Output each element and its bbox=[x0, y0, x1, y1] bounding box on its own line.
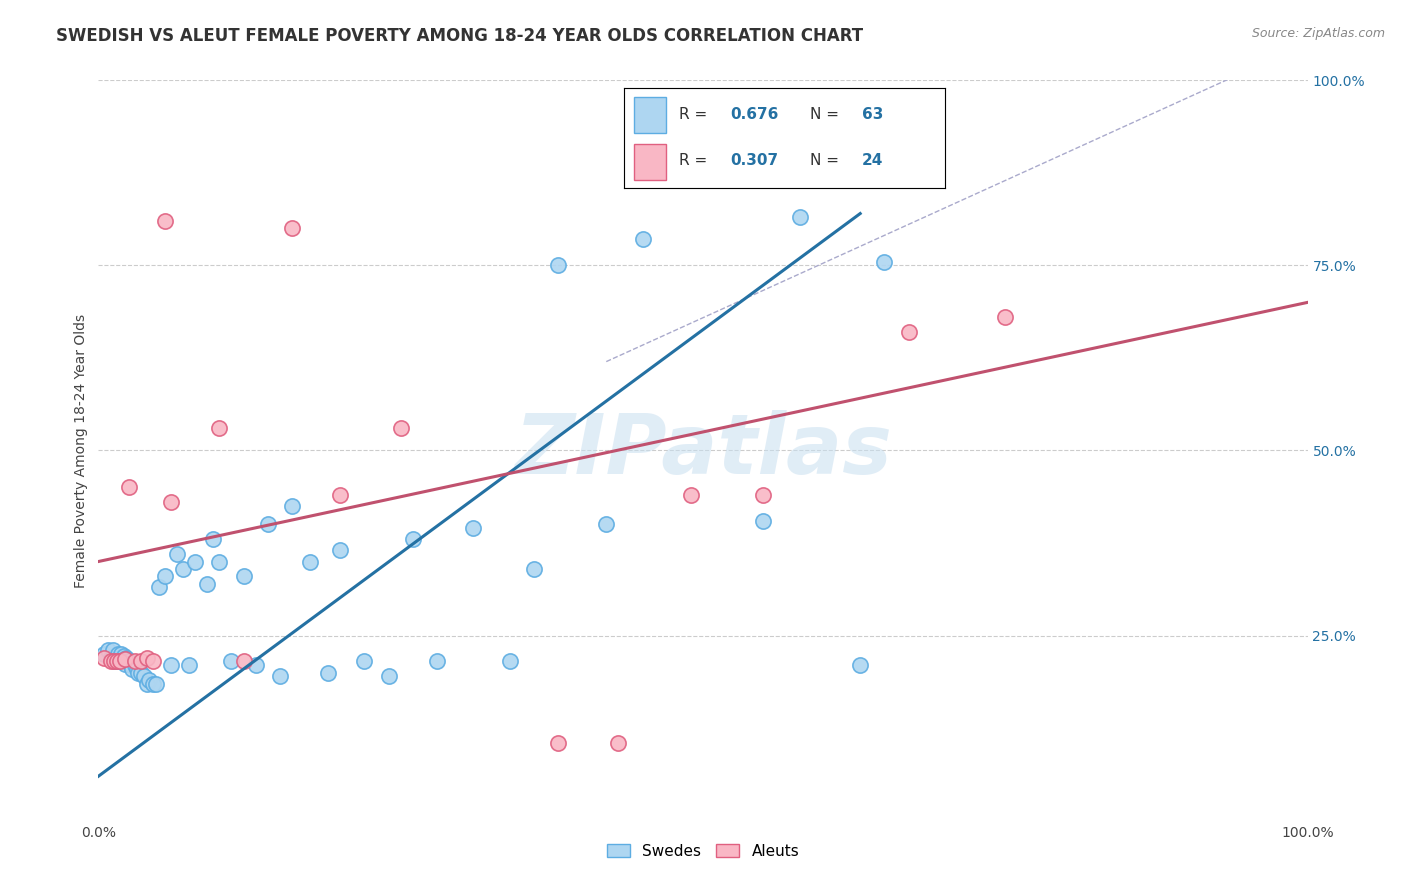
Swedes bbox=[114, 652, 136, 666]
Swedes bbox=[112, 649, 135, 664]
Swedes bbox=[148, 581, 170, 595]
Swedes bbox=[145, 676, 167, 690]
Swedes bbox=[127, 662, 149, 676]
Aleuts bbox=[679, 488, 702, 502]
Swedes bbox=[329, 543, 352, 558]
Swedes bbox=[160, 658, 183, 673]
Aleuts bbox=[547, 736, 569, 750]
Swedes bbox=[97, 643, 120, 657]
Aleuts bbox=[329, 488, 352, 502]
Aleuts bbox=[281, 221, 304, 235]
Swedes bbox=[184, 555, 207, 569]
Swedes bbox=[114, 657, 136, 671]
Swedes bbox=[103, 655, 125, 669]
Legend: Swedes, Aleuts: Swedes, Aleuts bbox=[600, 838, 806, 865]
Y-axis label: Female Poverty Among 18-24 Year Olds: Female Poverty Among 18-24 Year Olds bbox=[75, 313, 89, 588]
Swedes bbox=[179, 658, 201, 673]
Swedes bbox=[172, 562, 194, 576]
Swedes bbox=[316, 665, 339, 680]
Text: Source: ZipAtlas.com: Source: ZipAtlas.com bbox=[1251, 27, 1385, 40]
Aleuts bbox=[124, 655, 146, 669]
Aleuts bbox=[142, 655, 165, 669]
Swedes bbox=[269, 669, 291, 683]
Aleuts bbox=[994, 310, 1017, 325]
Swedes bbox=[166, 547, 188, 561]
Swedes bbox=[117, 652, 139, 666]
Aleuts bbox=[114, 652, 136, 666]
Aleuts bbox=[105, 655, 128, 669]
Swedes bbox=[135, 676, 157, 690]
Swedes bbox=[463, 521, 485, 535]
Swedes bbox=[111, 652, 134, 666]
Aleuts bbox=[103, 655, 125, 669]
Swedes bbox=[208, 555, 231, 569]
Aleuts bbox=[93, 650, 115, 665]
Swedes bbox=[93, 647, 115, 661]
Swedes bbox=[752, 514, 775, 528]
Aleuts bbox=[607, 736, 630, 750]
Swedes bbox=[108, 650, 131, 665]
Swedes bbox=[595, 517, 617, 532]
Swedes bbox=[108, 655, 131, 669]
Swedes bbox=[256, 517, 278, 532]
Swedes bbox=[426, 655, 449, 669]
Swedes bbox=[110, 647, 132, 661]
Aleuts bbox=[160, 495, 183, 509]
Swedes bbox=[142, 676, 165, 690]
Aleuts bbox=[135, 650, 157, 665]
Swedes bbox=[107, 647, 129, 661]
Swedes bbox=[101, 643, 124, 657]
Swedes bbox=[789, 211, 811, 225]
Swedes bbox=[547, 259, 569, 273]
Swedes bbox=[115, 650, 138, 665]
Aleuts bbox=[232, 655, 254, 669]
Swedes bbox=[402, 533, 425, 547]
Swedes bbox=[299, 555, 322, 569]
Swedes bbox=[232, 569, 254, 583]
Swedes bbox=[105, 650, 128, 665]
Text: SWEDISH VS ALEUT FEMALE POVERTY AMONG 18-24 YEAR OLDS CORRELATION CHART: SWEDISH VS ALEUT FEMALE POVERTY AMONG 18… bbox=[56, 27, 863, 45]
Aleuts bbox=[118, 480, 141, 494]
Swedes bbox=[121, 662, 143, 676]
Swedes bbox=[281, 499, 304, 513]
Aleuts bbox=[153, 214, 176, 228]
Swedes bbox=[195, 576, 218, 591]
Swedes bbox=[127, 665, 149, 680]
Swedes bbox=[105, 655, 128, 669]
Aleuts bbox=[208, 421, 231, 435]
Swedes bbox=[134, 669, 156, 683]
Aleuts bbox=[129, 655, 152, 669]
Swedes bbox=[202, 533, 225, 547]
Swedes bbox=[221, 655, 243, 669]
Swedes bbox=[120, 658, 142, 673]
Swedes bbox=[631, 232, 654, 246]
Swedes bbox=[129, 665, 152, 680]
Aleuts bbox=[108, 655, 131, 669]
Swedes bbox=[498, 655, 520, 669]
Aleuts bbox=[752, 488, 775, 502]
Text: ZIPatlas: ZIPatlas bbox=[515, 410, 891, 491]
Swedes bbox=[523, 562, 546, 576]
Swedes bbox=[849, 658, 872, 673]
Aleuts bbox=[897, 325, 920, 339]
Swedes bbox=[138, 673, 160, 687]
Aleuts bbox=[100, 655, 122, 669]
Swedes bbox=[118, 657, 141, 671]
Aleuts bbox=[389, 421, 412, 435]
Swedes bbox=[873, 254, 896, 268]
Swedes bbox=[153, 569, 176, 583]
Swedes bbox=[124, 658, 146, 673]
Swedes bbox=[100, 650, 122, 665]
Swedes bbox=[245, 658, 267, 673]
Swedes bbox=[377, 669, 399, 683]
Swedes bbox=[353, 655, 375, 669]
Swedes bbox=[118, 655, 141, 669]
